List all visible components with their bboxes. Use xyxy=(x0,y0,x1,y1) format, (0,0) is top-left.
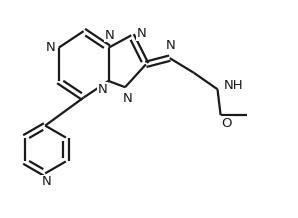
Text: NH: NH xyxy=(224,79,243,92)
Text: N: N xyxy=(166,39,176,52)
Text: N: N xyxy=(98,83,108,96)
Text: N: N xyxy=(46,41,55,54)
Text: N: N xyxy=(136,27,146,40)
Text: O: O xyxy=(222,117,232,130)
Text: N: N xyxy=(105,29,114,41)
Text: N: N xyxy=(41,175,51,188)
Text: N: N xyxy=(122,92,132,105)
